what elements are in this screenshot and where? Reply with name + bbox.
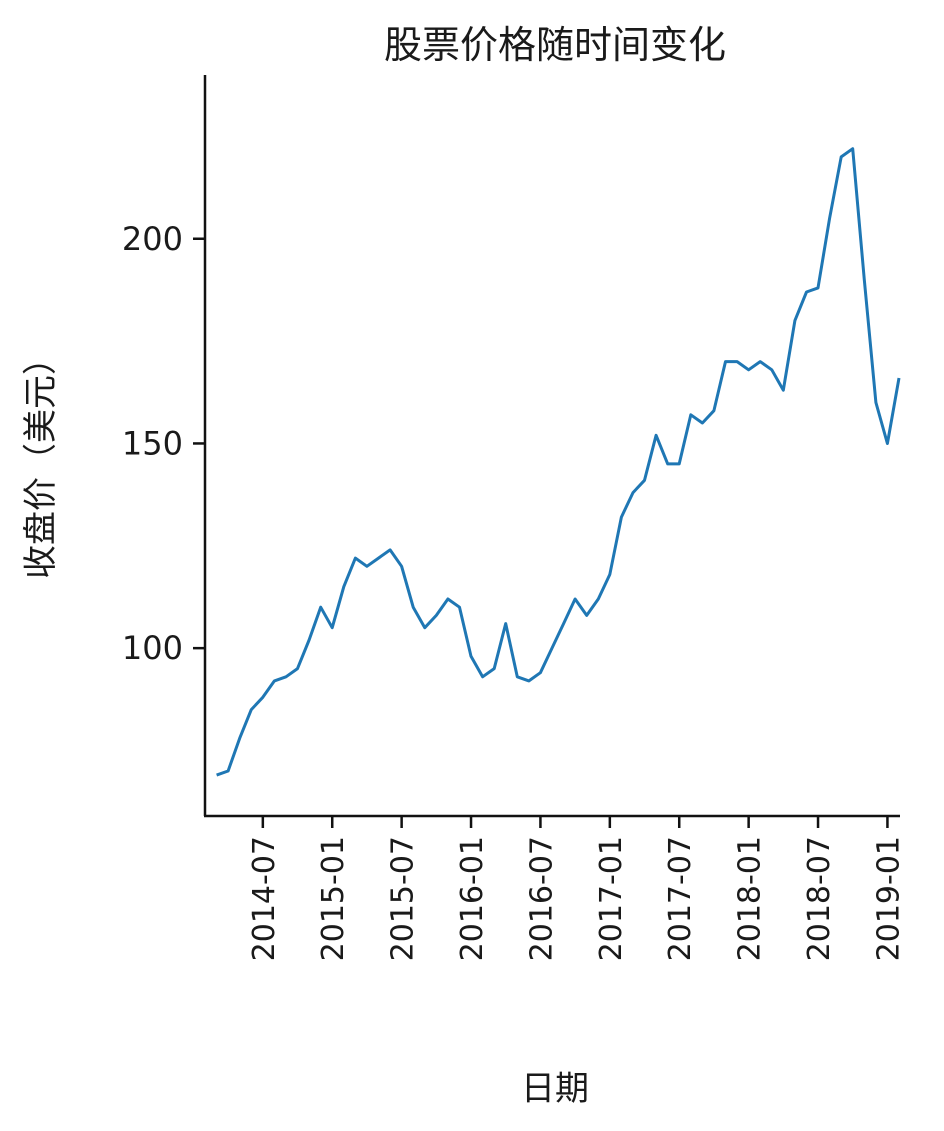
y-axis-label: 收盘价（美元）	[21, 341, 61, 579]
x-tick-label: 2015-07	[386, 836, 421, 961]
x-tick-label: 2017-07	[663, 836, 698, 961]
x-tick-label: 2019-01	[871, 836, 906, 961]
x-tick-label: 2014-07	[247, 836, 282, 961]
y-tick-label: 100	[122, 629, 183, 667]
x-tick-label: 2016-01	[455, 836, 490, 961]
x-axis-label: 日期	[521, 1069, 589, 1109]
x-tick-label: 2018-07	[802, 836, 837, 961]
x-tick-label: 2015-01	[316, 836, 351, 961]
x-tick-label: 2017-01	[594, 836, 629, 961]
chart-title: 股票价格随时间变化	[384, 23, 726, 67]
x-tick-label: 2018-01	[733, 836, 768, 961]
x-tick-label: 2016-07	[524, 836, 559, 961]
price-line	[216, 147, 901, 777]
y-tick-label: 150	[122, 424, 183, 462]
y-tick-label: 200	[122, 220, 183, 258]
